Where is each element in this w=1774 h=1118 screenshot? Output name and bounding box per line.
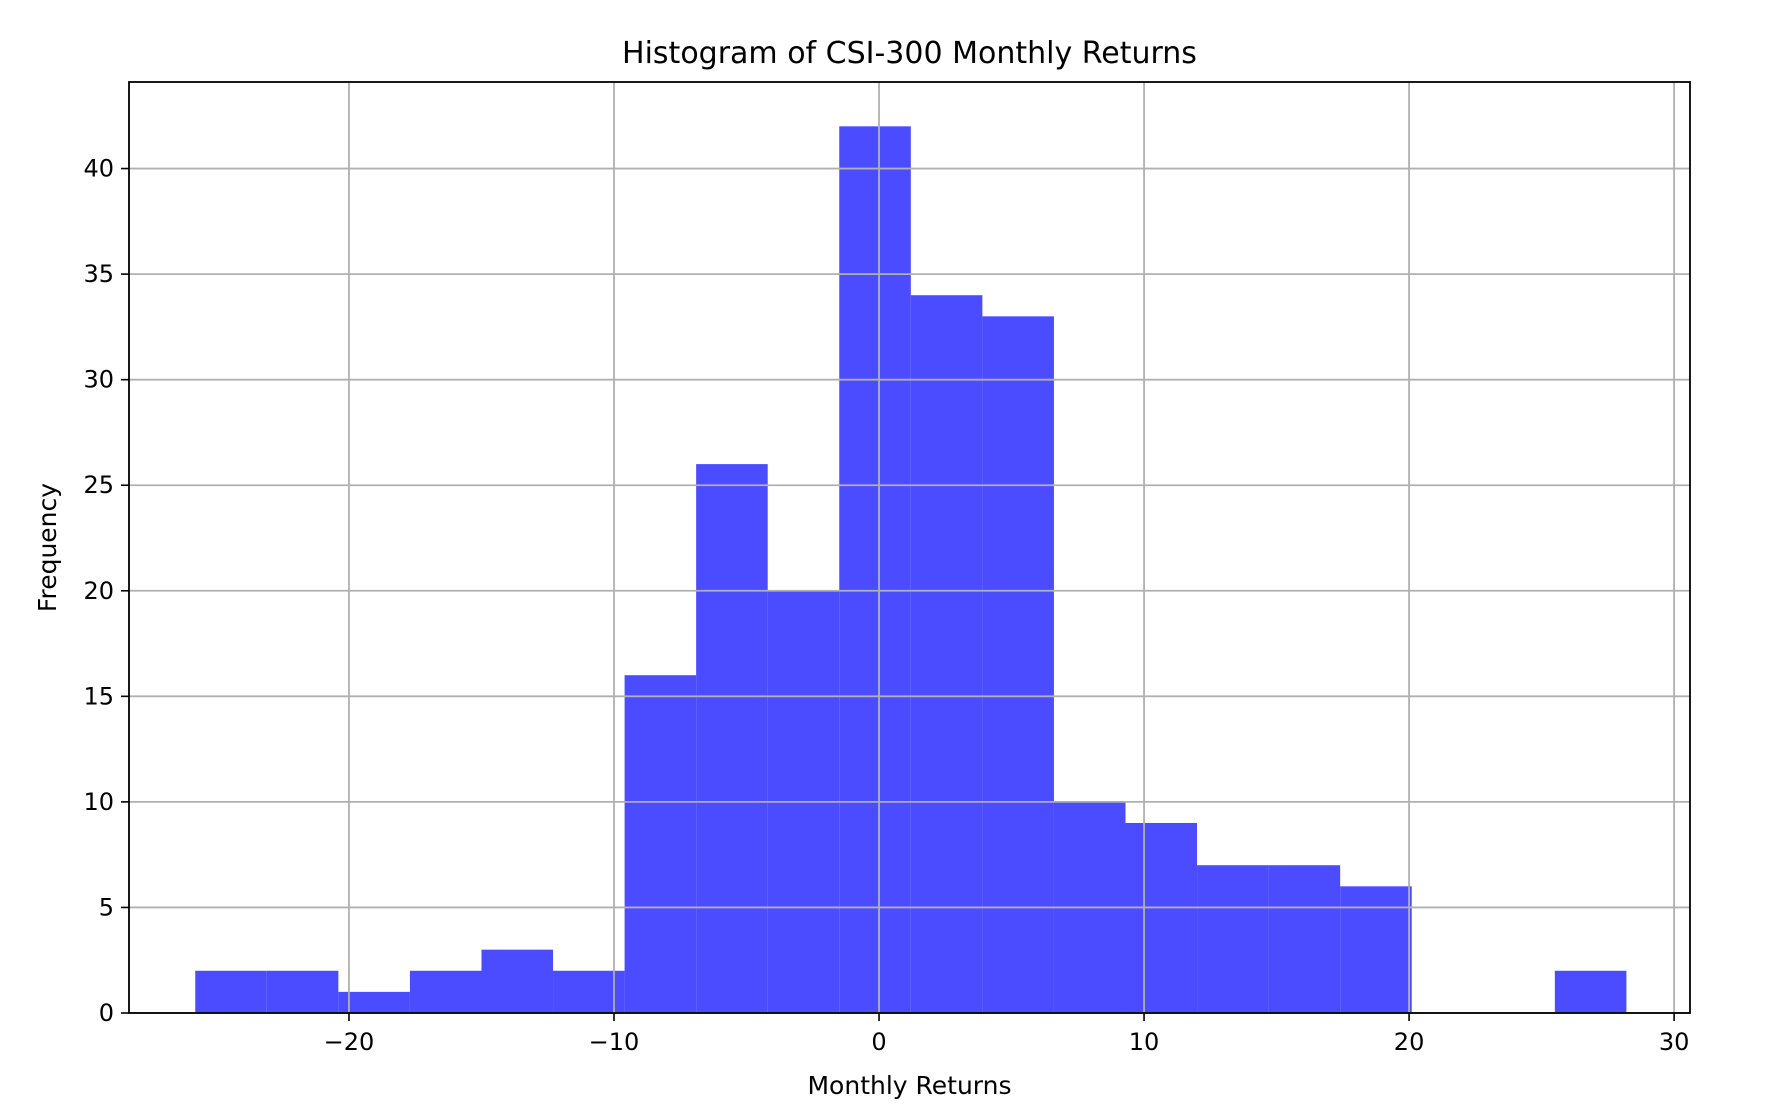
histogram-bar [982, 316, 1054, 1013]
histogram-bar [1197, 865, 1269, 1013]
x-tick-label: 10 [1129, 1028, 1160, 1056]
ticks-layer: −20 −10 0 10 20 30 0 5 10 15 20 25 30 35 40 [83, 155, 1689, 1056]
y-tick-label: 30 [83, 366, 114, 394]
histogram-bar [195, 970, 267, 1013]
x-tick-label: −20 [324, 1028, 375, 1056]
histogram-bar [409, 970, 482, 1013]
histogram-bar [338, 991, 410, 1013]
y-axis-label: Frequency [33, 483, 62, 612]
histogram-bar [266, 970, 339, 1013]
histogram-bar [1268, 865, 1341, 1013]
x-tick-label: 0 [871, 1028, 886, 1056]
histogram-bar [1125, 823, 1198, 1013]
x-tick-label: 30 [1659, 1028, 1690, 1056]
y-tick-label: 10 [83, 788, 114, 816]
x-tick-label: 20 [1394, 1028, 1425, 1056]
bars-layer [195, 126, 1627, 1014]
y-tick-label: 25 [83, 471, 114, 499]
chart-title: Histogram of CSI-300 Monthly Returns [622, 36, 1197, 71]
y-tick-label: 5 [99, 893, 114, 921]
histogram-bar [1554, 970, 1627, 1013]
x-tick-label: −10 [589, 1028, 640, 1056]
plot-frame [128, 81, 1691, 1014]
y-tick-label: 0 [99, 999, 114, 1027]
histogram-bar [481, 949, 554, 1013]
histogram-bar [696, 464, 768, 1014]
y-tick-label: 35 [83, 260, 114, 288]
y-tick-label: 20 [83, 577, 114, 605]
histogram-bar [553, 970, 625, 1013]
histogram-bar [1340, 886, 1412, 1013]
histogram-bar [624, 675, 697, 1013]
histogram-bar [910, 295, 983, 1013]
y-tick-label: 40 [83, 155, 114, 183]
histogram-bar [839, 126, 911, 1014]
y-tick-label: 15 [83, 682, 114, 710]
x-axis-label: Monthly Returns [807, 1071, 1011, 1100]
